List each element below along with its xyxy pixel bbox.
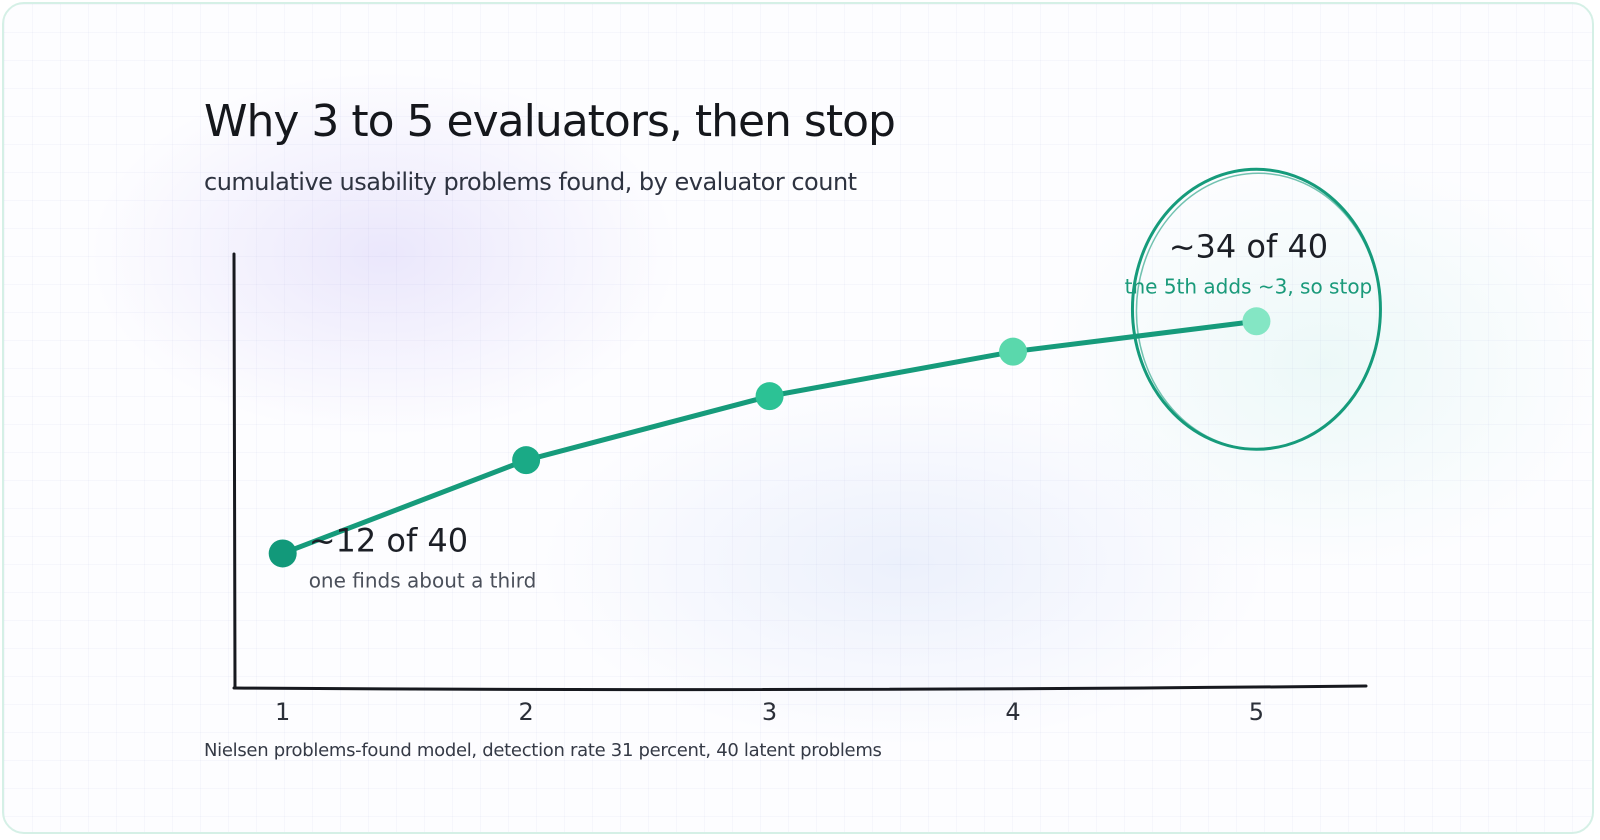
source-note: Nielsen problems-found model, detection … [204, 740, 882, 761]
annotations: ~12 of 40 one finds about a third ~34 of 4… [309, 227, 1373, 592]
chart-subtitle: cumulative usability problems found, by … [204, 168, 857, 196]
highlight-ring-sketch [1135, 172, 1382, 451]
data-point [1242, 307, 1271, 336]
annotation-label: ~34 of 40 [1169, 227, 1328, 265]
x-tick-label: 4 [1005, 698, 1020, 726]
data-points [268, 307, 1271, 568]
annotation-note: the 5th adds ~3, so stop [1125, 274, 1373, 298]
data-point [755, 382, 784, 411]
data-point [999, 337, 1028, 366]
x-axis [232, 684, 1368, 692]
line-chart: 1 2 3 4 5 ~12 of 40 one finds about a third ~3… [232, 167, 1382, 726]
highlight-circle [1130, 167, 1382, 451]
background-grid [4, 4, 1592, 832]
x-tick-label: 2 [518, 698, 533, 726]
data-point [268, 539, 297, 568]
annotation-label: ~12 of 40 [309, 521, 468, 559]
annotation-note: one finds about a third [309, 568, 537, 592]
x-tick-label: 3 [762, 698, 777, 726]
x-tick-label: 1 [275, 698, 290, 726]
data-point [512, 446, 541, 475]
chart-title: Why 3 to 5 evaluators, then stop [204, 96, 896, 147]
x-tick-labels: 1 2 3 4 5 [275, 698, 1264, 726]
series-line [280, 318, 1259, 556]
x-tick-label: 5 [1249, 698, 1264, 726]
y-axis [232, 252, 237, 690]
